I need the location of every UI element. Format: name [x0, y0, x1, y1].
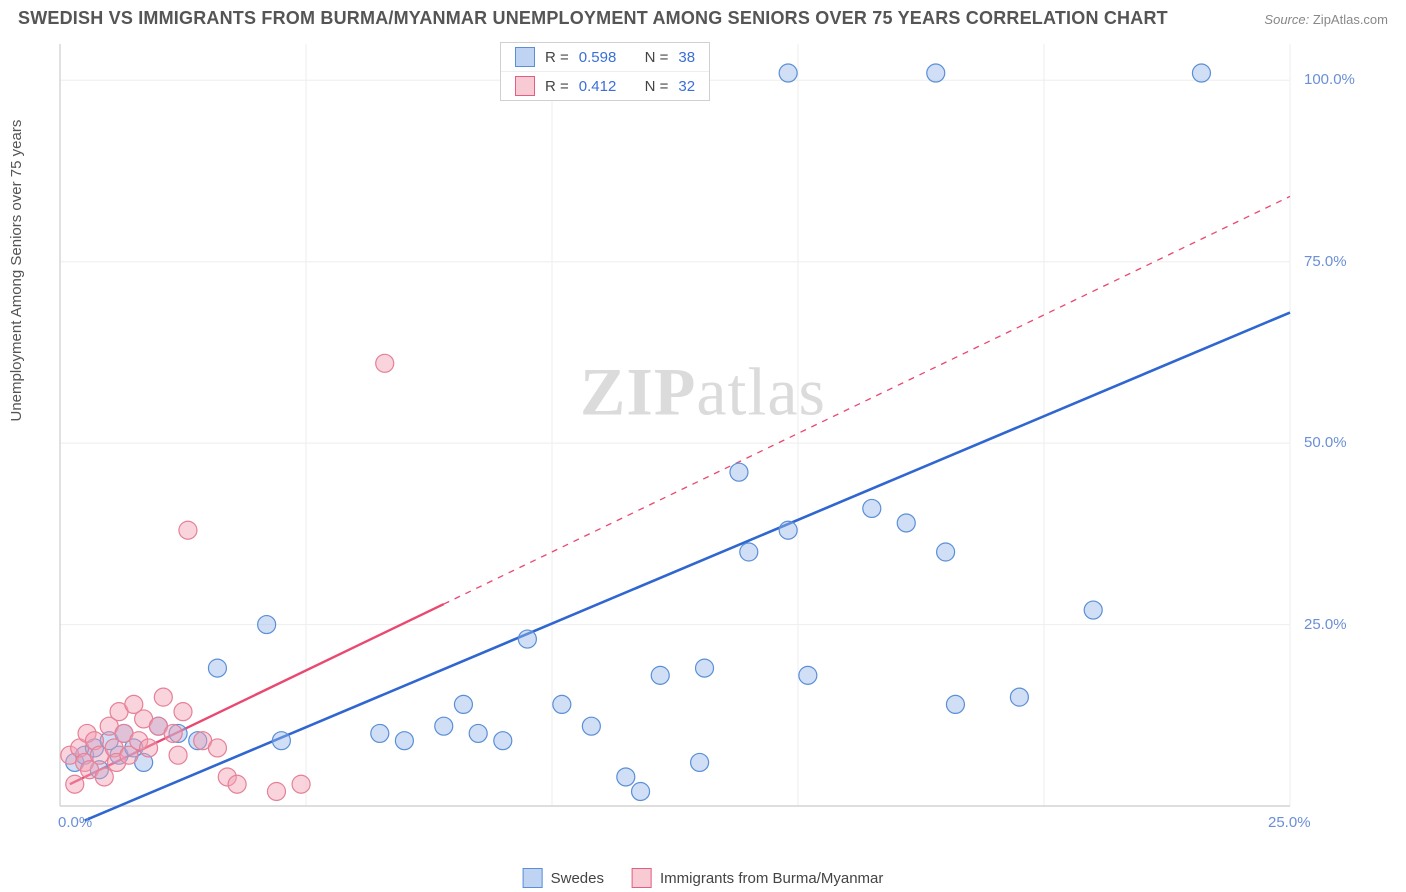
swatch-icon: [523, 868, 543, 888]
y-tick-label: 50.0%: [1304, 434, 1347, 451]
x-tick-label: 25.0%: [1268, 814, 1311, 831]
y-tick-label: 75.0%: [1304, 253, 1347, 270]
correlation-legend: R = 0.598 N = 38 R = 0.412 N = 32: [500, 42, 710, 101]
swatch-icon: [515, 47, 535, 67]
stat-R-label: R =: [545, 49, 569, 66]
stat-R-value: 0.412: [579, 78, 617, 95]
legend-item-immigrants: Immigrants from Burma/Myanmar: [632, 868, 883, 888]
stat-N-value: 32: [678, 78, 695, 95]
chart-title: SWEDISH VS IMMIGRANTS FROM BURMA/MYANMAR…: [18, 8, 1168, 29]
swatch-icon: [515, 76, 535, 96]
stat-R-value: 0.598: [579, 49, 617, 66]
legend-row-immigrants: R = 0.412 N = 32: [501, 72, 709, 100]
y-tick-label: 100.0%: [1304, 71, 1355, 88]
stat-N-label: N =: [645, 78, 669, 95]
stat-N-value: 38: [678, 49, 695, 66]
scatter-plot: [50, 36, 1370, 846]
legend-item-swedes: Swedes: [523, 868, 604, 888]
source-attribution: Source: ZipAtlas.com: [1264, 12, 1388, 27]
series-legend: Swedes Immigrants from Burma/Myanmar: [523, 868, 884, 888]
legend-label: Immigrants from Burma/Myanmar: [660, 870, 883, 887]
stat-N-label: N =: [645, 49, 669, 66]
stat-R-label: R =: [545, 78, 569, 95]
source-label: Source:: [1264, 12, 1309, 27]
legend-row-swedes: R = 0.598 N = 38: [501, 43, 709, 72]
y-tick-label: 25.0%: [1304, 616, 1347, 633]
swatch-icon: [632, 868, 652, 888]
source-value: ZipAtlas.com: [1313, 12, 1388, 27]
legend-label: Swedes: [551, 870, 604, 887]
y-axis-label: Unemployment Among Seniors over 75 years: [8, 120, 25, 422]
x-tick-label: 0.0%: [58, 814, 92, 831]
